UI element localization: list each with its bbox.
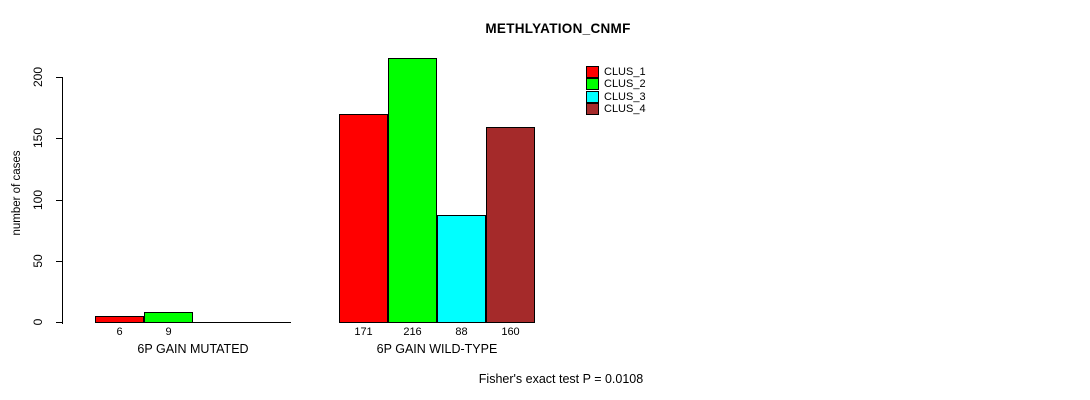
bar-value-label: 171 — [354, 326, 373, 338]
y-tick-mark — [56, 322, 63, 323]
legend-item-label: CLUS_4 — [604, 103, 646, 115]
y-tick-label: 100 — [31, 189, 45, 211]
legend-color-swatch-clus_3 — [586, 91, 599, 103]
x-category-label: 6P GAIN MUTATED — [137, 342, 249, 356]
x-category-label: 6P GAIN WILD-TYPE — [376, 342, 498, 356]
bar-clus_4 — [486, 127, 535, 323]
legend-item-label: CLUS_3 — [604, 91, 646, 103]
bar-clus_3 — [437, 215, 486, 323]
y-tick-mark — [56, 200, 63, 201]
bar-value-label: 160 — [501, 326, 520, 338]
y-tick-label: 200 — [31, 66, 45, 88]
bar-clus_1 — [95, 316, 144, 323]
pvalue-annotation: Fisher's exact test P = 0.0108 — [478, 372, 644, 386]
legend-color-swatch-clus_4 — [586, 103, 599, 115]
legend-color-swatch-clus_2 — [586, 78, 599, 90]
y-tick-mark — [56, 261, 63, 262]
bar-value-label: 9 — [165, 326, 172, 338]
y-tick-label: 0 — [31, 318, 45, 326]
bar-value-label: 216 — [403, 326, 422, 338]
x-baseline — [95, 322, 291, 323]
y-tick-label: 150 — [31, 127, 45, 149]
legend-item-label: CLUS_2 — [604, 78, 646, 90]
y-axis-label: number of cases — [11, 150, 23, 236]
y-tick-mark — [56, 77, 63, 78]
legend-color-swatch-clus_1 — [586, 66, 599, 78]
chart-title: METHLYATION_CNMF — [485, 21, 631, 36]
y-tick-mark — [56, 138, 63, 139]
bar-clus_2 — [388, 58, 437, 323]
bar-clus_2 — [144, 312, 193, 323]
legend-item-label: CLUS_1 — [604, 66, 646, 78]
y-axis-line — [62, 78, 63, 324]
y-tick-label: 50 — [31, 254, 45, 268]
bar-clus_1 — [339, 114, 388, 323]
bar-value-label: 88 — [455, 326, 468, 338]
bar-value-label: 6 — [116, 326, 123, 338]
